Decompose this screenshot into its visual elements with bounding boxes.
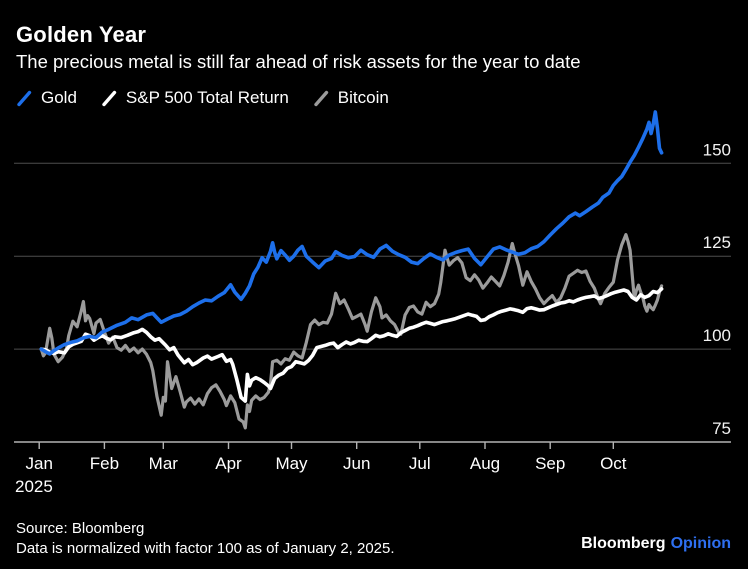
- footnote-line: Data is normalized with factor 100 as of…: [16, 540, 395, 557]
- y-tick-label-100: 100: [703, 326, 731, 345]
- logo-bloomberg: Bloomberg: [581, 535, 666, 552]
- series-line-bitcoin: [39, 233, 664, 430]
- bloomberg-opinion-logo: Bloomberg Opinion: [581, 535, 731, 553]
- logo-opinion: Opinion: [670, 535, 731, 552]
- x-tick-label-apr: Apr: [215, 454, 242, 473]
- chart-subtitle: The precious metal is still far ahead of…: [16, 51, 581, 72]
- x-tick-label-aug: Aug: [470, 454, 500, 473]
- series-line-gold: [39, 110, 664, 356]
- source-line: Source: Bloomberg: [16, 520, 145, 537]
- sp500-series-slash-icon: [102, 90, 117, 106]
- y-tick-label-75: 75: [712, 419, 731, 438]
- x-tick-label-feb: Feb: [90, 454, 119, 473]
- legend-label-bitcoin: Bitcoin: [337, 88, 389, 107]
- chart-legend: Gold S&P 500 Total Return Bitcoin: [16, 88, 389, 108]
- x-tick-label-jun: Jun: [343, 454, 370, 473]
- gold-series-slash-icon: [17, 90, 32, 106]
- x-axis-year-label: 2025: [15, 477, 53, 496]
- bitcoin-series-slash-icon: [314, 90, 328, 106]
- y-tick-label-125: 125: [703, 233, 731, 252]
- legend-item-bitcoin: Bitcoin: [313, 88, 389, 108]
- series-line-s-p-500-total-return: [39, 287, 664, 403]
- x-tick-label-may: May: [275, 454, 308, 473]
- legend-item-sp500: S&P 500 Total Return: [101, 88, 289, 108]
- y-tick-label-150: 150: [703, 140, 731, 159]
- x-tick-label-sep: Sep: [535, 454, 565, 473]
- x-tick-label-oct: Oct: [600, 454, 627, 473]
- x-tick-label-jul: Jul: [409, 454, 431, 473]
- legend-label-gold: Gold: [41, 88, 77, 107]
- legend-label-sp500: S&P 500 Total Return: [125, 88, 289, 107]
- x-tick-label-jan: Jan: [25, 454, 52, 473]
- legend-item-gold: Gold: [16, 88, 77, 108]
- chart-title: Golden Year: [16, 22, 147, 47]
- x-tick-label-mar: Mar: [149, 454, 179, 473]
